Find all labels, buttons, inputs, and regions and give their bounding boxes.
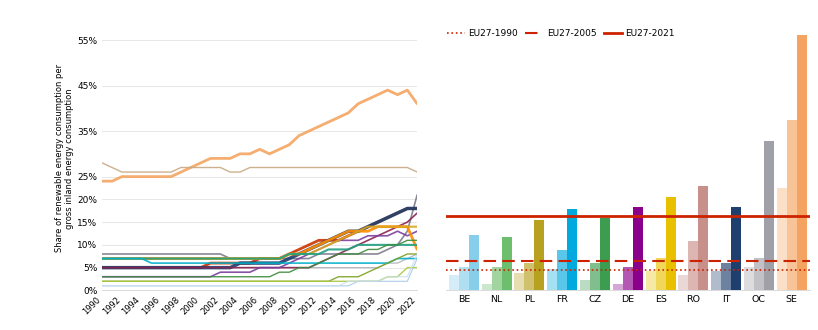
Bar: [459, 267, 469, 290]
Bar: [633, 207, 643, 290]
Bar: [501, 237, 512, 290]
Bar: [666, 197, 676, 290]
Bar: [711, 271, 721, 290]
Bar: [567, 210, 578, 290]
Bar: [699, 186, 708, 290]
Bar: [492, 267, 501, 290]
Bar: [534, 220, 545, 290]
Bar: [449, 276, 459, 290]
Bar: [590, 263, 600, 290]
Bar: [622, 267, 633, 290]
Bar: [600, 218, 610, 290]
Bar: [613, 284, 622, 290]
Bar: [482, 284, 492, 290]
Bar: [797, 35, 807, 290]
Bar: [547, 269, 557, 290]
Bar: [515, 273, 524, 290]
Bar: [689, 242, 699, 290]
Bar: [655, 258, 666, 290]
Bar: [580, 280, 590, 290]
Bar: [744, 267, 754, 290]
Bar: [787, 120, 797, 290]
Y-axis label: Share of renewable energy consumption per
gross inland energy consumption: Share of renewable energy consumption pe…: [55, 64, 74, 252]
Bar: [557, 250, 567, 290]
Bar: [754, 258, 764, 290]
Bar: [469, 235, 479, 290]
Bar: [678, 276, 689, 290]
Legend: EU27-1990, EU27-2005, EU27-2021: EU27-1990, EU27-2005, EU27-2021: [443, 26, 679, 42]
Bar: [731, 207, 741, 290]
Bar: [645, 271, 655, 290]
Bar: [777, 188, 787, 290]
Bar: [764, 141, 774, 290]
Bar: [524, 263, 534, 290]
Bar: [721, 263, 731, 290]
